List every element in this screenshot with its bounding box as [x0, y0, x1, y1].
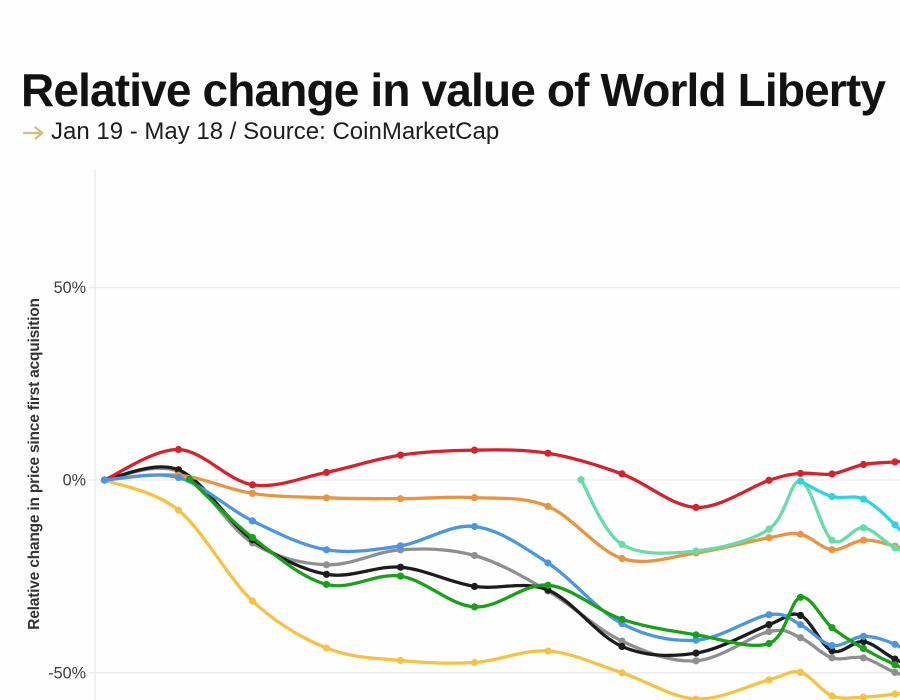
svg-text:0%: 0% [63, 472, 86, 490]
svg-text:50%: 50% [54, 279, 86, 297]
svg-text:Relative change in price since: Relative change in price since first acq… [26, 298, 43, 630]
svg-text:-50%: -50% [48, 664, 86, 682]
